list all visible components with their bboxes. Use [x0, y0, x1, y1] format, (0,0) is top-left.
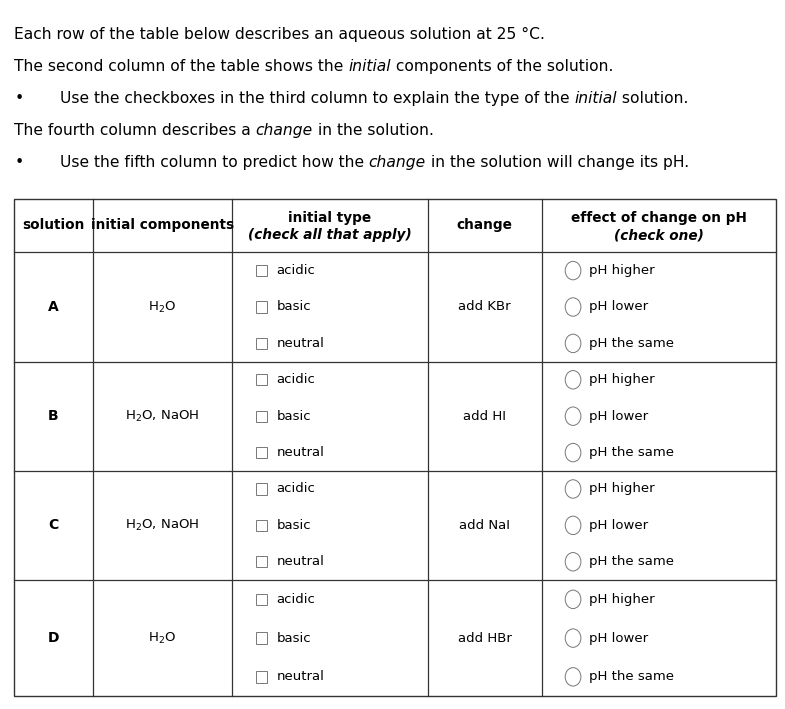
Ellipse shape [565, 590, 581, 608]
Text: add KBr: add KBr [458, 301, 511, 313]
Text: change: change [256, 123, 313, 138]
Text: acidic: acidic [276, 593, 316, 606]
Text: add HI: add HI [463, 410, 506, 423]
Text: The second column of the table shows the: The second column of the table shows the [14, 59, 349, 74]
Text: pH lower: pH lower [589, 632, 648, 644]
Text: neutral: neutral [276, 555, 324, 569]
Ellipse shape [565, 516, 581, 535]
Text: initial components: initial components [90, 218, 234, 233]
Text: in the solution will change its pH.: in the solution will change its pH. [425, 155, 689, 169]
Text: in the solution.: in the solution. [313, 123, 434, 138]
Text: effect of change on pH: effect of change on pH [571, 211, 747, 225]
Text: pH the same: pH the same [589, 446, 674, 459]
Text: neutral: neutral [276, 670, 324, 683]
Text: add HBr: add HBr [458, 632, 512, 644]
Ellipse shape [565, 443, 581, 462]
Text: pH higher: pH higher [589, 482, 655, 496]
Bar [256, 520, 266, 531]
Text: acidic: acidic [276, 264, 316, 277]
Text: D: D [48, 631, 59, 645]
Text: pH lower: pH lower [589, 301, 648, 313]
Text: pH higher: pH higher [589, 373, 655, 386]
Text: H$_2$O: H$_2$O [148, 630, 176, 646]
Text: basic: basic [276, 301, 311, 313]
Bar [256, 411, 266, 422]
Ellipse shape [565, 407, 581, 425]
Bar [256, 593, 266, 605]
Ellipse shape [565, 298, 581, 316]
Bar [256, 671, 266, 683]
Ellipse shape [565, 334, 581, 352]
Text: change: change [457, 218, 513, 233]
Bar [256, 447, 266, 458]
Ellipse shape [565, 552, 581, 571]
Text: solution: solution [22, 218, 85, 233]
Text: Use the fifth column to predict how the: Use the fifth column to predict how the [60, 155, 369, 169]
Text: (check one): (check one) [614, 228, 703, 242]
Bar [256, 484, 266, 495]
Bar [256, 301, 266, 313]
Text: initial: initial [349, 59, 391, 74]
Bar [256, 374, 266, 386]
Text: neutral: neutral [276, 446, 324, 459]
Ellipse shape [565, 668, 581, 686]
Text: H$_2$O, NaOH: H$_2$O, NaOH [125, 408, 199, 424]
Text: pH the same: pH the same [589, 670, 674, 683]
Ellipse shape [565, 480, 581, 498]
Text: initial type: initial type [288, 211, 371, 225]
Text: pH lower: pH lower [589, 410, 648, 423]
Text: H$_2$O: H$_2$O [148, 299, 176, 315]
Text: Use the checkboxes in the third column to explain the type of the: Use the checkboxes in the third column t… [60, 91, 574, 106]
Text: add NaI: add NaI [459, 519, 510, 532]
Bar [256, 556, 266, 567]
Text: pH the same: pH the same [589, 337, 674, 350]
Bar [256, 265, 266, 277]
Text: acidic: acidic [276, 373, 316, 386]
Text: •: • [14, 155, 24, 169]
Text: •: • [14, 91, 24, 106]
Bar [256, 337, 266, 349]
Text: pH higher: pH higher [589, 593, 655, 606]
Text: basic: basic [276, 632, 311, 644]
Text: change: change [369, 155, 425, 169]
Ellipse shape [565, 371, 581, 389]
Bar [14, 199, 776, 696]
Text: A: A [48, 300, 59, 314]
Bar [256, 632, 266, 644]
Ellipse shape [565, 629, 581, 647]
Text: The fourth column describes a: The fourth column describes a [14, 123, 256, 138]
Text: H$_2$O, NaOH: H$_2$O, NaOH [125, 518, 199, 533]
Text: components of the solution.: components of the solution. [391, 59, 613, 74]
Text: (check all that apply): (check all that apply) [248, 228, 411, 242]
Text: C: C [48, 518, 59, 532]
Text: neutral: neutral [276, 337, 324, 350]
Text: solution.: solution. [617, 91, 688, 106]
Text: pH the same: pH the same [589, 555, 674, 569]
Text: B: B [48, 409, 59, 423]
Text: Each row of the table below describes an aqueous solution at 25 °C.: Each row of the table below describes an… [14, 27, 545, 42]
Text: acidic: acidic [276, 482, 316, 496]
Text: pH higher: pH higher [589, 264, 655, 277]
Text: basic: basic [276, 519, 311, 532]
Ellipse shape [565, 262, 581, 280]
Text: initial: initial [574, 91, 617, 106]
Text: basic: basic [276, 410, 311, 423]
Text: pH lower: pH lower [589, 519, 648, 532]
